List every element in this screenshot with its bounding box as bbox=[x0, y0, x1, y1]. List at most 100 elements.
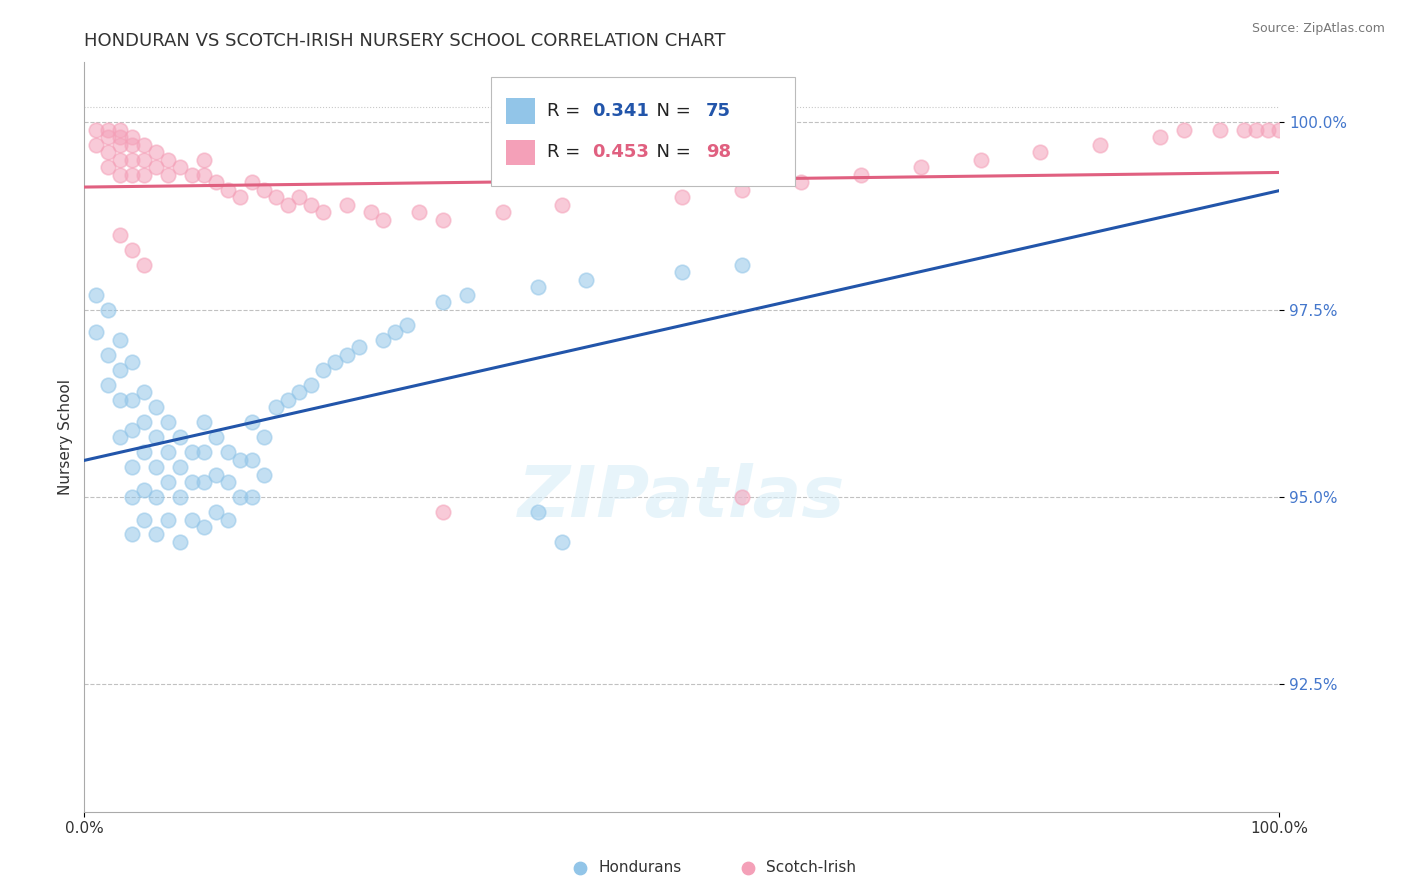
Point bbox=[145, 145, 167, 160]
Point bbox=[169, 430, 191, 444]
Point bbox=[408, 205, 430, 219]
Point bbox=[193, 445, 215, 459]
Point bbox=[731, 183, 754, 197]
Text: Hondurans: Hondurans bbox=[599, 861, 682, 875]
Point bbox=[121, 137, 143, 152]
Text: N =: N = bbox=[645, 103, 696, 120]
Point bbox=[253, 430, 276, 444]
Point bbox=[86, 325, 108, 339]
Point bbox=[349, 340, 371, 354]
Point bbox=[229, 190, 252, 204]
Point bbox=[193, 415, 215, 429]
Point bbox=[910, 161, 932, 175]
Point bbox=[217, 183, 239, 197]
Point bbox=[253, 467, 276, 482]
Point bbox=[110, 123, 132, 137]
Y-axis label: Nursery School: Nursery School bbox=[58, 379, 73, 495]
Text: R =: R = bbox=[547, 103, 586, 120]
Point bbox=[731, 490, 754, 504]
Point bbox=[312, 362, 335, 376]
Text: 98: 98 bbox=[706, 144, 731, 161]
Point bbox=[205, 430, 228, 444]
Point bbox=[157, 153, 180, 167]
Point bbox=[97, 145, 120, 160]
Point bbox=[157, 445, 180, 459]
Point bbox=[1029, 145, 1052, 160]
Point bbox=[264, 190, 287, 204]
Point bbox=[86, 287, 108, 301]
Point bbox=[86, 123, 108, 137]
FancyBboxPatch shape bbox=[506, 140, 534, 165]
Text: HONDURAN VS SCOTCH-IRISH NURSERY SCHOOL CORRELATION CHART: HONDURAN VS SCOTCH-IRISH NURSERY SCHOOL … bbox=[84, 32, 725, 50]
Point bbox=[132, 168, 156, 182]
Point bbox=[217, 445, 239, 459]
Point bbox=[169, 490, 191, 504]
Point bbox=[217, 512, 239, 526]
Point bbox=[456, 287, 478, 301]
Point bbox=[193, 153, 215, 167]
Point bbox=[110, 130, 132, 145]
Point bbox=[193, 475, 215, 489]
Point bbox=[301, 198, 323, 212]
Point bbox=[731, 258, 754, 272]
Text: 0.341: 0.341 bbox=[592, 103, 650, 120]
Point bbox=[169, 535, 191, 549]
Point bbox=[132, 385, 156, 400]
Point bbox=[132, 137, 156, 152]
Point bbox=[110, 153, 132, 167]
Point bbox=[277, 198, 299, 212]
Point bbox=[97, 348, 120, 362]
Point bbox=[229, 490, 252, 504]
Point bbox=[121, 490, 143, 504]
Point bbox=[336, 348, 359, 362]
Point bbox=[121, 243, 143, 257]
Point bbox=[288, 190, 311, 204]
Point bbox=[97, 130, 120, 145]
Point bbox=[527, 280, 550, 294]
Point bbox=[575, 273, 598, 287]
Point bbox=[132, 153, 156, 167]
Point bbox=[301, 377, 323, 392]
Point bbox=[264, 400, 287, 414]
Point bbox=[181, 475, 204, 489]
Point bbox=[121, 355, 143, 369]
Point bbox=[336, 198, 359, 212]
Point bbox=[373, 212, 395, 227]
Text: 75: 75 bbox=[706, 103, 731, 120]
Point bbox=[1244, 123, 1267, 137]
Point bbox=[312, 205, 335, 219]
Point bbox=[205, 467, 228, 482]
Point bbox=[110, 333, 132, 347]
Text: N =: N = bbox=[645, 144, 696, 161]
Point bbox=[110, 430, 132, 444]
Point bbox=[121, 392, 143, 407]
Point bbox=[169, 460, 191, 475]
Point bbox=[253, 183, 276, 197]
Point bbox=[121, 168, 143, 182]
Point bbox=[157, 512, 180, 526]
Point bbox=[205, 505, 228, 519]
Point bbox=[145, 430, 167, 444]
Point bbox=[432, 295, 454, 310]
Point bbox=[384, 325, 406, 339]
Point bbox=[97, 161, 120, 175]
Point bbox=[132, 415, 156, 429]
Point bbox=[132, 512, 156, 526]
Point bbox=[205, 175, 228, 189]
Point bbox=[121, 460, 143, 475]
Point bbox=[1149, 130, 1171, 145]
Point bbox=[1268, 123, 1291, 137]
Point bbox=[240, 415, 263, 429]
Point bbox=[157, 168, 180, 182]
Point bbox=[169, 161, 191, 175]
Point bbox=[432, 212, 454, 227]
Text: Scotch-Irish: Scotch-Irish bbox=[766, 861, 856, 875]
Point bbox=[288, 385, 311, 400]
Point bbox=[132, 445, 156, 459]
Point bbox=[181, 445, 204, 459]
Point bbox=[110, 362, 132, 376]
Point bbox=[110, 137, 132, 152]
FancyBboxPatch shape bbox=[491, 78, 796, 186]
Point bbox=[240, 490, 263, 504]
Point bbox=[277, 392, 299, 407]
